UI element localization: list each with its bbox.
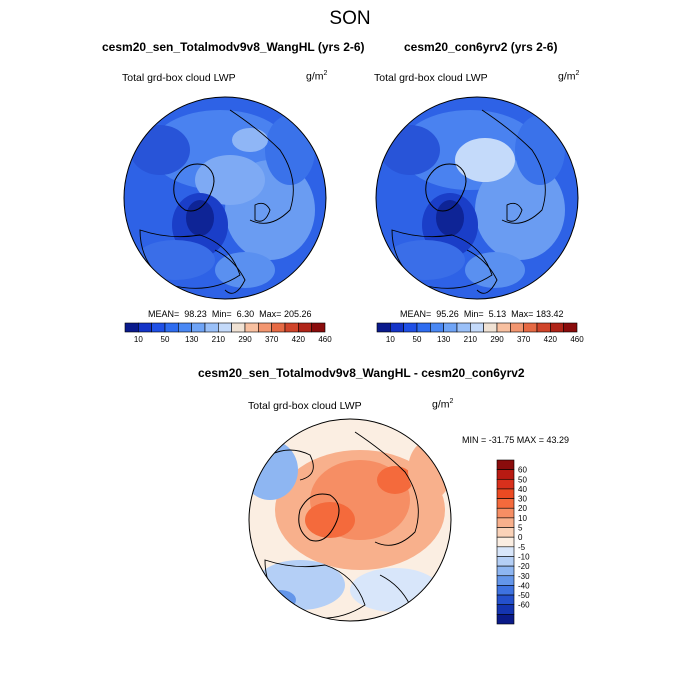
colorbar-swatch xyxy=(496,527,515,538)
colorbar-swatch xyxy=(124,322,139,333)
colorbar-tick-label: 40 xyxy=(518,485,527,494)
panel-2-title: cesm20_con6yrv2 (yrs 2-6) xyxy=(404,40,558,54)
colorbar-swatch xyxy=(496,604,515,615)
panel-2-variable-label: Total grd-box cloud LWP xyxy=(374,72,488,84)
colorbar-tick-label: 50 xyxy=(161,335,170,344)
colorbar-tick-label: 0 xyxy=(518,533,523,542)
colorbar-swatch xyxy=(496,556,515,567)
colorbar-swatch xyxy=(244,322,259,333)
colorbar-swatch xyxy=(496,469,515,480)
colorbar-swatch xyxy=(496,322,511,333)
colorbar-tick-label: -30 xyxy=(518,572,530,581)
diff-minmax: MIN = -31.75 MAX = 43.29 xyxy=(462,435,570,445)
colorbar-swatch xyxy=(311,322,326,333)
colorbar-tick-label: 130 xyxy=(437,335,451,344)
colorbar-tick-label: 460 xyxy=(570,335,584,344)
colorbar-swatch xyxy=(258,322,272,333)
colorbar-swatch xyxy=(284,322,299,333)
colorbar-swatch xyxy=(271,322,286,333)
colorbar-panel-2: 10 50 130 210 290 370 420 460 xyxy=(376,322,584,344)
colorbar-swatch xyxy=(523,322,538,333)
panel-1-variable-label: Total grd-box cloud LWP xyxy=(122,72,236,84)
colorbar-swatch xyxy=(164,322,179,333)
colorbar-tick-label: 10 xyxy=(134,335,143,344)
colorbar-swatch xyxy=(496,594,515,606)
panel-1-stats: MEAN= 98.23 Min= 6.30 Max= 205.26 xyxy=(148,309,312,319)
panel-2-stats: MEAN= 95.26 Min= 5.13 Max= 183.42 xyxy=(400,309,564,319)
colorbar-swatch xyxy=(138,322,152,333)
colorbar-tick-label: -5 xyxy=(518,543,526,552)
colorbar-swatch xyxy=(443,322,458,333)
colorbar-tick-label: 60 xyxy=(518,466,527,475)
colorbar-tick-label: 290 xyxy=(490,335,504,344)
panel-1-units: g/m2 xyxy=(306,70,328,83)
diff-variable-label: Total grd-box cloud LWP xyxy=(248,400,362,412)
colorbar-swatch xyxy=(231,322,246,333)
map-diff-field xyxy=(249,419,451,621)
colorbar-swatch xyxy=(496,565,515,577)
colorbar-swatch xyxy=(496,478,515,490)
colorbar-tick-label: -10 xyxy=(518,552,530,561)
colorbar-swatch xyxy=(390,322,404,333)
colorbar-tick-label: 460 xyxy=(318,335,332,344)
colorbar-tick-label: 370 xyxy=(265,335,279,344)
colorbar-tick-label: 370 xyxy=(517,335,531,344)
colorbar-swatch xyxy=(496,585,515,596)
colorbar-swatch xyxy=(191,322,206,333)
colorbar-swatch xyxy=(496,536,515,548)
colorbar-swatch xyxy=(416,322,431,333)
map-2-field xyxy=(376,97,578,299)
colorbar-swatch xyxy=(536,322,551,333)
colorbar-swatch xyxy=(430,322,444,333)
colorbar-swatch xyxy=(178,322,192,333)
colorbar-tick-label: -20 xyxy=(518,562,530,571)
colorbar-tick-label: 210 xyxy=(464,335,478,344)
colorbar-swatch xyxy=(470,322,484,333)
colorbar-swatch xyxy=(403,322,418,333)
colorbar-tick-label: 50 xyxy=(518,475,527,484)
colorbar-tick-label: 10 xyxy=(386,335,395,344)
colorbar-swatch xyxy=(496,546,515,557)
colorbar-tick-label: 420 xyxy=(544,335,558,344)
colorbar-swatch xyxy=(151,322,166,333)
colorbar-tick-label: 420 xyxy=(292,335,306,344)
colorbar-tick-label: 10 xyxy=(518,514,527,523)
panel-1-title: cesm20_sen_Totalmodv9v8_WangHL (yrs 2-6) xyxy=(102,40,365,54)
colorbar-tick-label: 5 xyxy=(518,524,523,533)
colorbar-tick-label: -40 xyxy=(518,581,530,590)
colorbar-panel-1: 10 50 130 210 290 370 420 460 xyxy=(124,322,332,344)
colorbar-swatch xyxy=(496,498,515,509)
map-1-field xyxy=(124,97,326,299)
colorbar-swatch xyxy=(376,322,391,333)
colorbar-swatch xyxy=(550,322,564,333)
colorbar-tick-label: 290 xyxy=(238,335,252,344)
colorbar-swatch xyxy=(510,322,524,333)
colorbar-tick-label: 50 xyxy=(413,335,422,344)
figure-title: SON xyxy=(329,8,371,29)
colorbar-tick-label: 210 xyxy=(212,335,226,344)
colorbar-swatch xyxy=(496,517,515,528)
panel-2-units: g/m2 xyxy=(558,70,580,83)
colorbar-swatch xyxy=(218,322,232,333)
colorbar-swatch xyxy=(298,322,312,333)
colorbar-swatch xyxy=(563,322,578,333)
colorbar-tick-label: 20 xyxy=(518,504,527,513)
colorbar-swatch xyxy=(483,322,498,333)
colorbar-tick-label: 130 xyxy=(185,335,199,344)
colorbar-tick-label: 30 xyxy=(518,495,527,504)
colorbar-swatch xyxy=(496,614,515,625)
colorbar-swatch xyxy=(496,575,515,586)
colorbar-tick-label: -50 xyxy=(518,591,530,600)
colorbar-swatch xyxy=(456,322,471,333)
colorbar-swatch xyxy=(496,507,515,519)
diff-title: cesm20_sen_Totalmodv9v8_WangHL - cesm20_… xyxy=(198,366,525,380)
colorbar-swatch xyxy=(204,322,219,333)
colorbar-tick-label: -60 xyxy=(518,601,530,610)
colorbar-swatch xyxy=(496,459,515,470)
diff-units: g/m2 xyxy=(432,398,454,411)
colorbar-swatch xyxy=(496,488,515,499)
